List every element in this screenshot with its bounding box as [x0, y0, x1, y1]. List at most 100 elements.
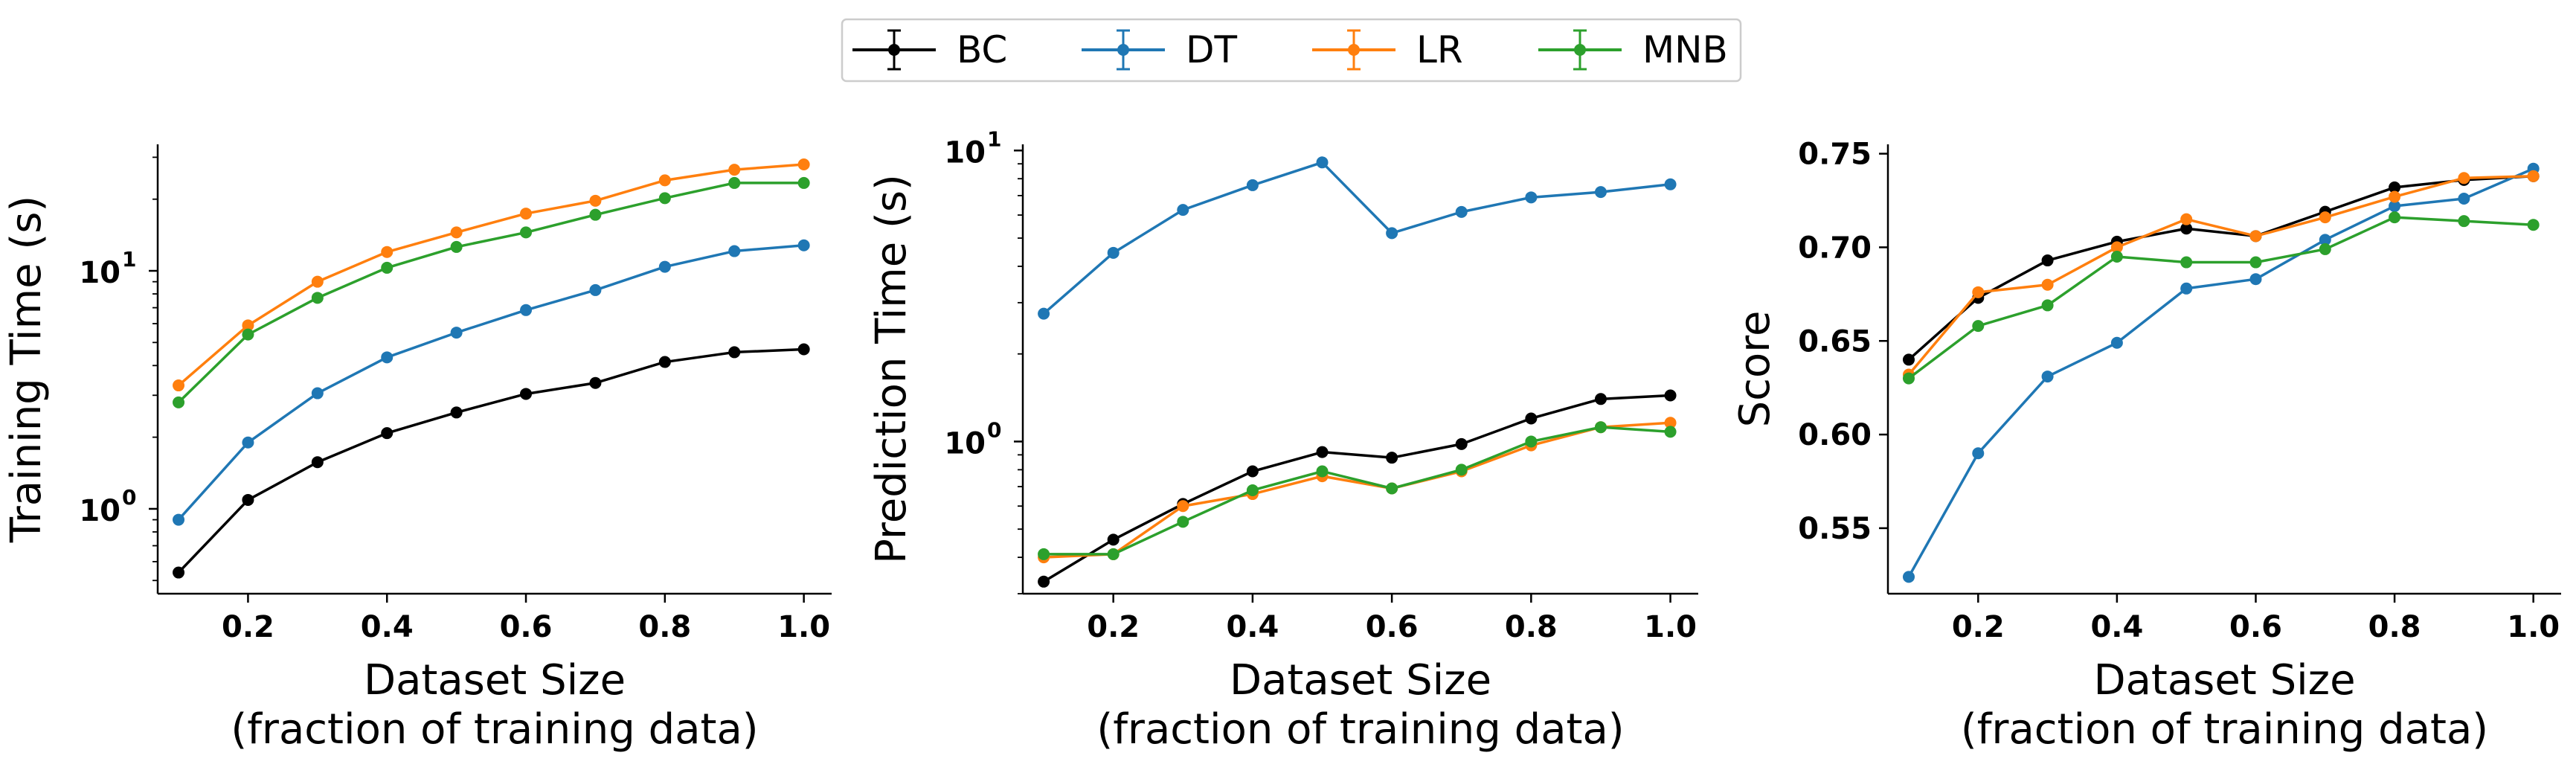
data-point [1177, 516, 1189, 528]
data-point [381, 427, 394, 440]
series-line [177, 347, 804, 574]
data-point [1902, 353, 1915, 366]
data-point [658, 192, 671, 205]
data-point [728, 346, 741, 359]
data-point [381, 261, 394, 274]
series-line [1044, 426, 1671, 556]
data-point [2110, 241, 2123, 254]
data-point [1316, 156, 1329, 169]
series-line [1907, 216, 2534, 379]
x-tick-label: 1.0 [777, 610, 830, 644]
legend-marker [1117, 44, 1129, 56]
data-point [1972, 320, 1985, 333]
data-point [1455, 437, 1468, 450]
series-line [1907, 175, 2534, 361]
series-line [177, 243, 804, 521]
x-tick-label: 0.4 [1226, 610, 1279, 644]
legend-marker [1574, 44, 1586, 56]
x-tick-label: 0.6 [500, 610, 553, 644]
x-tick-label: 0.8 [1505, 610, 1558, 644]
data-point [173, 396, 185, 408]
data-point [1664, 389, 1677, 402]
series-mnb [1902, 211, 2540, 385]
data-point [2180, 282, 2193, 295]
data-point [1316, 465, 1329, 478]
legend-entry-bc: BC [852, 28, 1007, 71]
x-tick-label: 0.2 [222, 610, 274, 644]
data-point [1107, 548, 1120, 560]
y-axis-label: Training Time (s) [2, 196, 51, 543]
data-point [2041, 278, 2054, 291]
data-point [1177, 204, 1189, 216]
data-point [2180, 256, 2193, 269]
series-line [1044, 421, 1671, 559]
data-point [1972, 447, 1985, 460]
data-point [2110, 336, 2123, 349]
x-axis-label-line: Dataset Size [1230, 656, 1491, 705]
data-point [520, 226, 533, 239]
x-axis-label-line: (fraction of training data) [1961, 705, 2488, 754]
y-tick-label: 10 [944, 135, 986, 170]
data-point [1107, 246, 1120, 259]
data-point [797, 239, 810, 251]
series-bc [1038, 389, 1677, 588]
legend-marker [1348, 44, 1360, 56]
data-point [1386, 452, 1398, 464]
x-tick-label: 0.4 [2090, 610, 2143, 644]
data-point [173, 566, 185, 579]
x-axis-label-line: Dataset Size [364, 656, 626, 705]
legend-frame [841, 18, 1742, 83]
series-dt [1902, 162, 2540, 583]
y-tick-label: 0.60 [1798, 418, 1872, 452]
y-tick-exponent: 1 [122, 247, 136, 272]
data-point [1107, 533, 1120, 546]
data-point [2458, 172, 2470, 185]
data-point [1038, 548, 1050, 560]
data-point [1664, 426, 1677, 438]
x-axis-label-line: (fraction of training data) [1096, 705, 1624, 754]
series-mnb [1038, 421, 1677, 560]
data-point [2389, 190, 2401, 203]
data-point [1664, 178, 1677, 190]
y-tick-base: 10 [79, 494, 121, 528]
data-point [173, 379, 185, 392]
data-point [2319, 234, 2331, 246]
data-point [589, 208, 602, 221]
data-point [1525, 191, 1538, 204]
y-axis-label: Prediction Time (s) [867, 174, 916, 564]
legend-entry-dt: DT [1082, 28, 1238, 71]
series-lr [1038, 417, 1677, 564]
data-point [797, 343, 810, 356]
data-point [797, 176, 810, 189]
x-tick-label: 0.4 [361, 610, 414, 644]
legend-label: BC [957, 28, 1007, 71]
data-point [2249, 273, 2262, 286]
data-point [242, 493, 254, 506]
legend-entry-mnb: MNB [1538, 28, 1728, 71]
data-point [1386, 482, 1398, 495]
y-tick-base: 10 [79, 256, 121, 290]
data-point [2527, 219, 2540, 231]
data-point [242, 436, 254, 449]
x-tick-label: 0.6 [2229, 610, 2282, 644]
data-point [1664, 417, 1677, 429]
data-point [311, 292, 324, 304]
y-tick-label: 0.65 [1798, 324, 1872, 359]
data-point [1972, 286, 1985, 298]
data-point [1455, 205, 1468, 218]
data-point [381, 246, 394, 258]
y-tick-label: 10 [79, 256, 121, 290]
x-tick-label: 0.6 [1366, 610, 1419, 644]
data-point [311, 456, 324, 469]
data-point [173, 513, 185, 526]
data-point [1594, 186, 1607, 199]
data-point [450, 240, 463, 253]
data-point [728, 164, 741, 176]
data-point [242, 319, 254, 332]
series-line [177, 163, 804, 387]
data-point [589, 283, 602, 296]
data-point [797, 158, 810, 170]
data-point [450, 226, 463, 239]
data-point [2319, 211, 2331, 224]
